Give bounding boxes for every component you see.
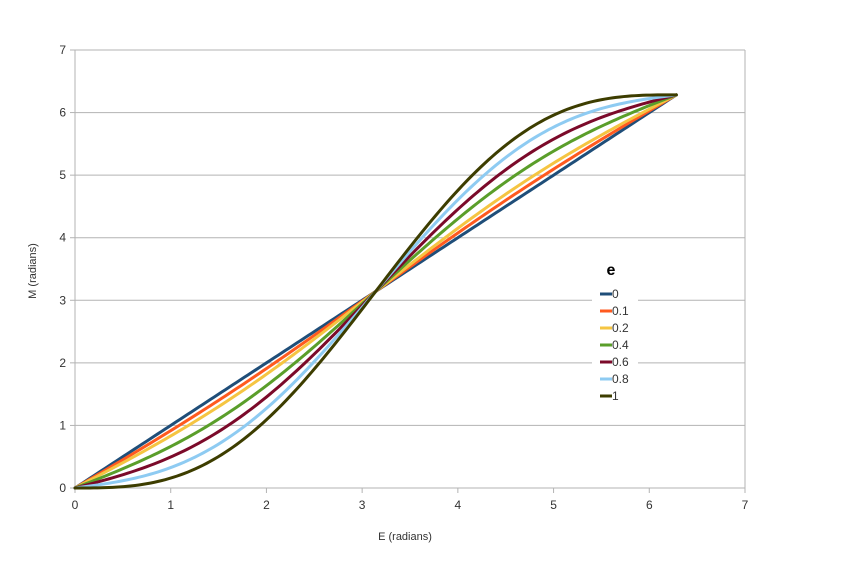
x-tick-label: 0 (72, 498, 79, 512)
y-tick-label: 2 (59, 356, 66, 370)
legend-entry-label: 0.2 (612, 321, 629, 335)
x-tick-label: 6 (646, 498, 653, 512)
y-tick-label: 7 (59, 43, 66, 57)
x-tick-label: 4 (455, 498, 462, 512)
legend-entry-label: 0 (612, 287, 619, 301)
x-axis-label: E (radians) (378, 531, 432, 543)
tick-labels: 0 1 2 3 4 5 6 7 0 1 2 3 4 5 6 7 (59, 43, 748, 512)
x-tick-label: 5 (550, 498, 557, 512)
legend-entry-label: 0.1 (612, 304, 629, 318)
x-tick-label: 2 (263, 498, 270, 512)
legend-title: e (607, 262, 616, 279)
series-line-1 (73, 93, 678, 490)
y-tick-label: 5 (59, 168, 66, 182)
legend-background (592, 283, 638, 405)
legend-entry-label: 1 (612, 389, 619, 403)
legend-entry-label: 0.8 (612, 372, 629, 386)
legend-entry-label: 0.4 (612, 338, 629, 352)
legend: 0 0.1 0.2 0.4 0.6 0.8 1 e (592, 262, 638, 405)
axes (70, 49, 746, 493)
gridlines (75, 49, 745, 426)
series-lines (73, 93, 678, 490)
y-tick-label: 4 (59, 231, 66, 245)
y-tick-label: 3 (59, 293, 66, 307)
y-tick-label: 1 (59, 418, 66, 432)
y-tick-label: 6 (59, 106, 66, 120)
x-tick-label: 3 (359, 498, 366, 512)
x-tick-label: 7 (742, 498, 749, 512)
y-tick-label: 0 (59, 481, 66, 495)
legend-entry-label: 0.6 (612, 355, 629, 369)
y-axis-label: M (radians) (27, 243, 39, 299)
x-tick-label: 1 (167, 498, 174, 512)
